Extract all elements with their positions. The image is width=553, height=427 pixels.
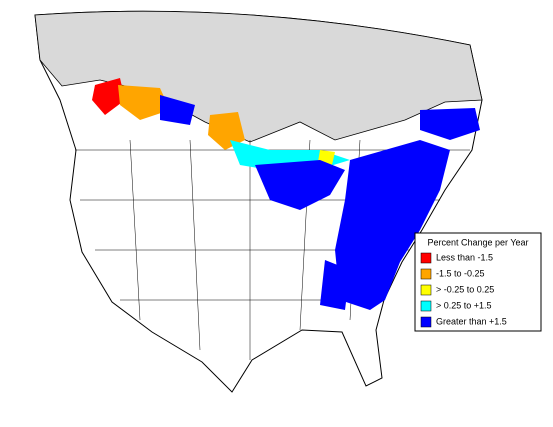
- legend-swatch: [420, 252, 432, 264]
- legend-label: > 0.25 to +1.5: [436, 300, 492, 310]
- legend-label: Greater than +1.5: [436, 316, 507, 326]
- legend-label: Less than -1.5: [436, 252, 493, 262]
- legend-swatch: [420, 300, 432, 312]
- legend: Percent Change per Year Less than -1.5 -1…: [414, 232, 542, 332]
- legend-swatch: [420, 316, 432, 328]
- legend-swatch: [420, 284, 432, 296]
- legend-label: > -0.25 to 0.25: [436, 284, 494, 294]
- legend-box: [414, 232, 542, 332]
- legend-label: -1.5 to -0.25: [436, 268, 485, 278]
- legend-title: Percent Change per Year: [427, 237, 528, 247]
- increase-areas: [160, 95, 480, 310]
- legend-swatch: [420, 268, 432, 280]
